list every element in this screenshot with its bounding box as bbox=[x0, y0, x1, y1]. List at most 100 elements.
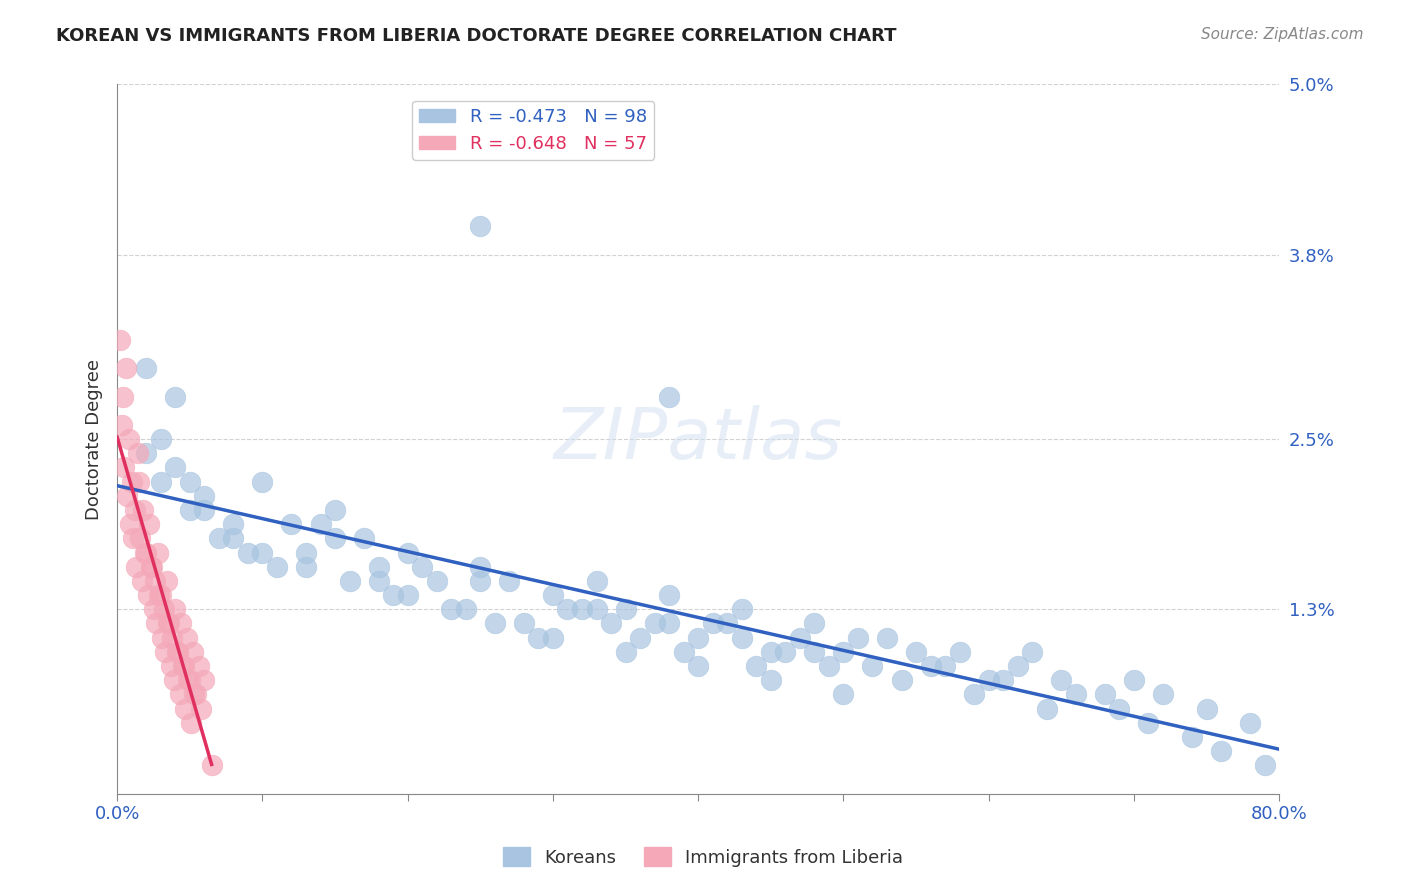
Immigrants from Liberia bbox=[163, 673, 186, 688]
Koreans bbox=[1094, 687, 1116, 701]
Koreans bbox=[832, 645, 855, 659]
Koreans bbox=[890, 673, 912, 688]
Immigrants from Liberia bbox=[153, 645, 176, 659]
Immigrants from Liberia bbox=[121, 475, 143, 489]
Koreans bbox=[818, 659, 841, 673]
Koreans bbox=[628, 631, 651, 645]
Koreans bbox=[775, 645, 797, 659]
Koreans bbox=[920, 659, 942, 673]
Immigrants from Liberia bbox=[131, 574, 153, 588]
Immigrants from Liberia bbox=[176, 631, 198, 645]
Koreans bbox=[658, 390, 681, 404]
Immigrants from Liberia bbox=[157, 616, 180, 631]
Koreans bbox=[367, 559, 389, 574]
Immigrants from Liberia bbox=[170, 616, 193, 631]
Koreans bbox=[1050, 673, 1073, 688]
Koreans bbox=[1209, 744, 1232, 758]
Immigrants from Liberia bbox=[173, 659, 195, 673]
Immigrants from Liberia bbox=[138, 517, 160, 532]
Koreans bbox=[731, 602, 754, 616]
Immigrants from Liberia bbox=[149, 588, 172, 602]
Immigrants from Liberia bbox=[108, 333, 131, 347]
Koreans bbox=[541, 631, 564, 645]
Legend: Koreans, Immigrants from Liberia: Koreans, Immigrants from Liberia bbox=[496, 840, 910, 874]
Immigrants from Liberia bbox=[169, 687, 191, 701]
Koreans bbox=[165, 460, 187, 475]
Immigrants from Liberia bbox=[125, 559, 148, 574]
Immigrants from Liberia bbox=[129, 532, 152, 546]
Immigrants from Liberia bbox=[139, 559, 162, 574]
Koreans bbox=[745, 659, 768, 673]
Koreans bbox=[789, 631, 811, 645]
Koreans bbox=[1064, 687, 1087, 701]
Koreans bbox=[658, 616, 681, 631]
Koreans bbox=[1181, 730, 1204, 744]
Koreans bbox=[252, 545, 274, 559]
Koreans bbox=[470, 559, 492, 574]
Immigrants from Liberia bbox=[162, 631, 184, 645]
Koreans bbox=[658, 588, 681, 602]
Koreans bbox=[396, 588, 419, 602]
Immigrants from Liberia bbox=[120, 517, 142, 532]
Text: Source: ZipAtlas.com: Source: ZipAtlas.com bbox=[1201, 27, 1364, 42]
Koreans bbox=[862, 659, 884, 673]
Immigrants from Liberia bbox=[150, 631, 173, 645]
Koreans bbox=[193, 503, 215, 517]
Immigrants from Liberia bbox=[174, 701, 197, 715]
Koreans bbox=[309, 517, 332, 532]
Immigrants from Liberia bbox=[172, 659, 194, 673]
Immigrants from Liberia bbox=[145, 616, 167, 631]
Koreans bbox=[165, 390, 187, 404]
Koreans bbox=[759, 673, 782, 688]
Legend: R = -0.473   N = 98, R = -0.648   N = 57: R = -0.473 N = 98, R = -0.648 N = 57 bbox=[412, 101, 654, 160]
Koreans bbox=[440, 602, 463, 616]
Koreans bbox=[614, 602, 637, 616]
Koreans bbox=[179, 503, 201, 517]
Koreans bbox=[644, 616, 666, 631]
Koreans bbox=[323, 503, 346, 517]
Immigrants from Liberia bbox=[152, 602, 174, 616]
Koreans bbox=[353, 532, 375, 546]
Koreans bbox=[963, 687, 986, 701]
Koreans bbox=[541, 588, 564, 602]
Immigrants from Liberia bbox=[166, 645, 188, 659]
Koreans bbox=[339, 574, 361, 588]
Immigrants from Liberia bbox=[167, 645, 190, 659]
Koreans bbox=[846, 631, 869, 645]
Koreans bbox=[1152, 687, 1174, 701]
Koreans bbox=[367, 574, 389, 588]
Immigrants from Liberia bbox=[160, 659, 183, 673]
Koreans bbox=[1036, 701, 1059, 715]
Koreans bbox=[295, 545, 318, 559]
Koreans bbox=[585, 574, 607, 588]
Immigrants from Liberia bbox=[143, 574, 166, 588]
Koreans bbox=[1108, 701, 1130, 715]
Text: KOREAN VS IMMIGRANTS FROM LIBERIA DOCTORATE DEGREE CORRELATION CHART: KOREAN VS IMMIGRANTS FROM LIBERIA DOCTOR… bbox=[56, 27, 897, 45]
Koreans bbox=[149, 475, 172, 489]
Koreans bbox=[1137, 715, 1160, 730]
Immigrants from Liberia bbox=[135, 545, 157, 559]
Koreans bbox=[193, 489, 215, 503]
Immigrants from Liberia bbox=[155, 574, 177, 588]
Koreans bbox=[949, 645, 972, 659]
Immigrants from Liberia bbox=[183, 687, 205, 701]
Immigrants from Liberia bbox=[187, 659, 209, 673]
Immigrants from Liberia bbox=[200, 758, 222, 772]
Koreans bbox=[803, 616, 825, 631]
Koreans bbox=[470, 219, 492, 234]
Koreans bbox=[672, 645, 695, 659]
Koreans bbox=[1007, 659, 1029, 673]
Immigrants from Liberia bbox=[165, 602, 187, 616]
Koreans bbox=[934, 659, 956, 673]
Immigrants from Liberia bbox=[128, 475, 150, 489]
Immigrants from Liberia bbox=[141, 559, 163, 574]
Koreans bbox=[266, 559, 288, 574]
Koreans bbox=[498, 574, 520, 588]
Immigrants from Liberia bbox=[148, 588, 170, 602]
Immigrants from Liberia bbox=[114, 460, 136, 475]
Koreans bbox=[179, 475, 201, 489]
Immigrants from Liberia bbox=[193, 673, 215, 688]
Koreans bbox=[382, 588, 405, 602]
Immigrants from Liberia bbox=[179, 673, 201, 688]
Koreans bbox=[600, 616, 623, 631]
